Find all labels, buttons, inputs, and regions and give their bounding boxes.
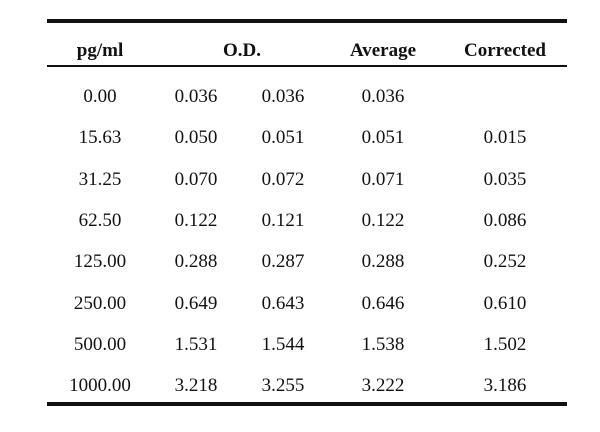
cell-average: 0.051 <box>361 127 405 148</box>
cell-concentration: 125.00 <box>73 251 127 272</box>
cell-od-2: 0.643 <box>261 293 305 314</box>
cell-average: 0.071 <box>361 169 405 190</box>
cell-corrected: 1.502 <box>483 334 527 355</box>
cell-od-2: 1.544 <box>261 334 305 355</box>
cell-od-2: 0.072 <box>261 169 305 190</box>
table-bottom-rule <box>47 402 567 406</box>
cell-od-1: 0.070 <box>174 169 218 190</box>
cell-od-2: 3.255 <box>261 375 305 396</box>
header-concentration: pg/ml <box>76 40 124 61</box>
cell-od-1: 0.288 <box>174 251 218 272</box>
cell-average: 0.646 <box>361 293 405 314</box>
cell-corrected: 0.035 <box>483 169 527 190</box>
cell-od-2: 0.051 <box>261 127 305 148</box>
cell-od-2: 0.036 <box>261 86 305 107</box>
table-header-rule <box>47 65 567 67</box>
cell-concentration: 500.00 <box>73 334 127 355</box>
cell-average: 0.288 <box>361 251 405 272</box>
cell-average: 0.036 <box>361 86 405 107</box>
cell-average: 1.538 <box>361 334 405 355</box>
cell-corrected: 3.186 <box>483 375 527 396</box>
cell-od-1: 0.036 <box>174 86 218 107</box>
cell-od-2: 0.121 <box>261 210 305 231</box>
cell-concentration: 62.50 <box>78 210 122 231</box>
cell-od-1: 3.218 <box>174 375 218 396</box>
cell-od-1: 1.531 <box>174 334 218 355</box>
cell-concentration: 31.25 <box>78 169 122 190</box>
header-average: Average <box>349 40 417 61</box>
cell-od-1: 0.122 <box>174 210 218 231</box>
cell-concentration: 0.00 <box>83 86 117 107</box>
cell-corrected: 0.610 <box>483 293 527 314</box>
cell-od-2: 0.287 <box>261 251 305 272</box>
cell-corrected: 0.252 <box>483 251 527 272</box>
cell-corrected: 0.086 <box>483 210 527 231</box>
cell-concentration: 15.63 <box>78 127 122 148</box>
cell-average: 0.122 <box>361 210 405 231</box>
cell-od-1: 0.050 <box>174 127 218 148</box>
cell-od-1: 0.649 <box>174 293 218 314</box>
cell-average: 3.222 <box>361 375 405 396</box>
cell-corrected: 0.015 <box>483 127 527 148</box>
cell-concentration: 250.00 <box>73 293 127 314</box>
header-corrected: Corrected <box>464 40 546 61</box>
table-top-rule <box>47 19 567 23</box>
header-od: O.D. <box>223 40 261 61</box>
cell-concentration: 1000.00 <box>69 375 131 396</box>
